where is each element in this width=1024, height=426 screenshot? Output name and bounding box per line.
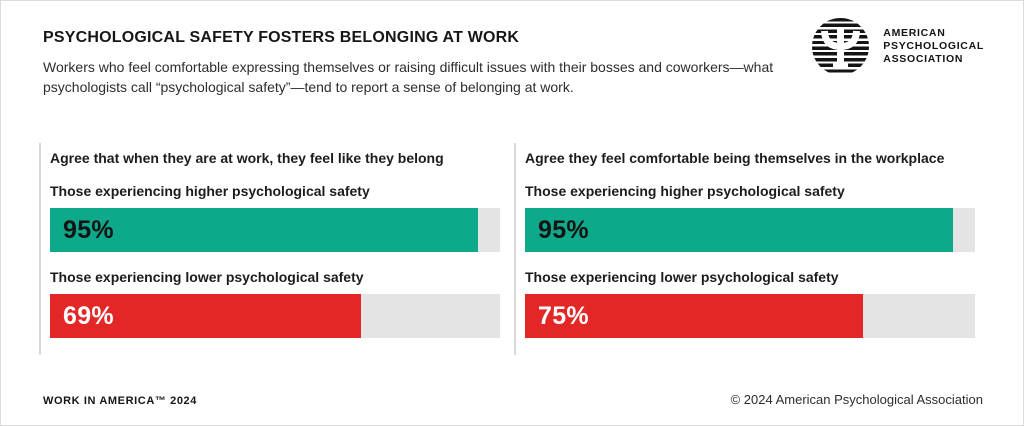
bar-value: 75% [538, 301, 589, 330]
panel-being-themselves: Agree they feel comfortable being themse… [514, 143, 989, 355]
bar-track: 69% [50, 294, 500, 338]
header: PSYCHOLOGICAL SAFETY FOSTERS BELONGING A… [43, 29, 818, 98]
chart-panels: Agree that when they are at work, they f… [39, 143, 989, 355]
bar-fill-lower-safety: 75% [525, 294, 863, 338]
page-title: PSYCHOLOGICAL SAFETY FOSTERS BELONGING A… [43, 29, 520, 46]
apa-logo: AMERICAN PSYCHOLOGICAL ASSOCIATION [812, 18, 984, 75]
bar-track: 95% [50, 208, 500, 252]
bar-fill-lower-safety: 69% [50, 294, 361, 338]
apa-logo-line: PSYCHOLOGICAL [883, 39, 984, 52]
bar-label-higher-safety: Those experiencing higher psychological … [525, 183, 845, 199]
bar-fill-higher-safety: 95% [50, 208, 478, 252]
bar-value: 95% [63, 215, 114, 244]
bar-label-higher-safety: Those experiencing higher psychological … [50, 183, 370, 199]
apa-logo-line: ASSOCIATION [883, 53, 964, 66]
panel-belong-at-work: Agree that when they are at work, they f… [39, 143, 514, 355]
panel-title: Agree that when they are at work, they f… [50, 150, 444, 166]
bar-fill-higher-safety: 95% [525, 208, 953, 252]
bar-value: 95% [538, 215, 589, 244]
copyright-label: © 2024 American Psychological Associatio… [730, 392, 983, 407]
apa-logo-text: AMERICAN PSYCHOLOGICAL ASSOCIATION [883, 27, 984, 67]
apa-psi-globe-icon [812, 18, 870, 75]
page-subtitle: Workers who feel comfortable expressing … [43, 59, 774, 95]
panel-title: Agree they feel comfortable being themse… [525, 150, 945, 166]
apa-logo-line: AMERICAN [883, 26, 946, 39]
bar-label-lower-safety: Those experiencing lower psychological s… [525, 269, 839, 285]
report-name-label: WORK IN AMERICA™ 2024 [43, 395, 197, 407]
bar-label-lower-safety: Those experiencing lower psychological s… [50, 269, 364, 285]
bar-track: 95% [525, 208, 975, 252]
footer: WORK IN AMERICA™ 2024 © 2024 American Ps… [43, 392, 983, 407]
bar-value: 69% [63, 301, 114, 330]
bar-track: 75% [525, 294, 975, 338]
